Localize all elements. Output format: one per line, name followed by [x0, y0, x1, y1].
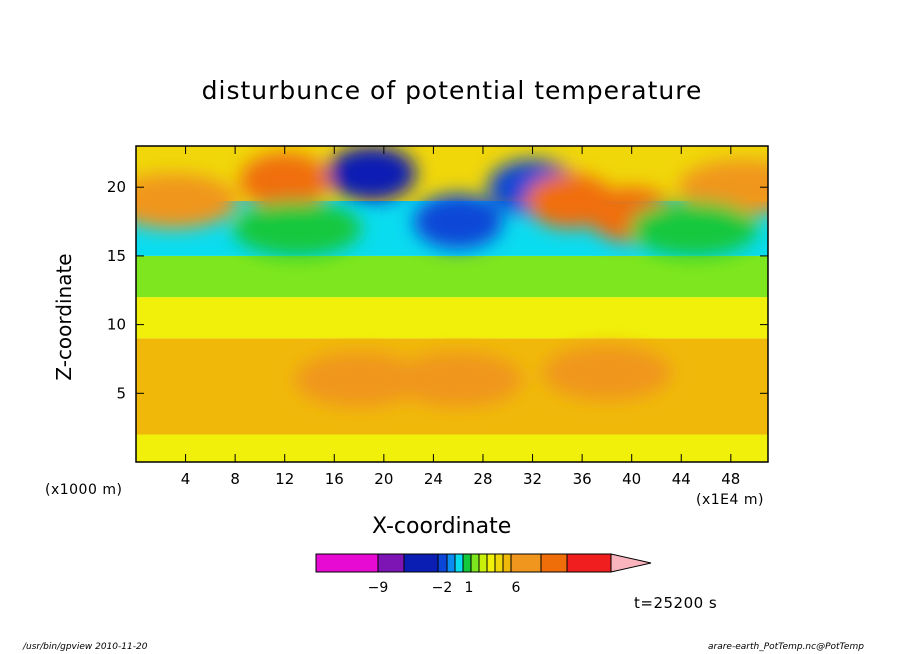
- colorbar-segment-4: [446, 553, 456, 573]
- y-tick-label-3: 20: [107, 178, 126, 196]
- field-feature-3: [326, 146, 417, 201]
- field-band-3: [136, 255, 768, 298]
- field-group: [136, 146, 768, 462]
- x-unit-right: (x1E4 m): [696, 492, 764, 508]
- colorbar-segment-7: [470, 553, 480, 573]
- colorbar-segment-10: [494, 553, 504, 573]
- x-tick-label-0: 4: [181, 470, 191, 488]
- colorbar-tick-label-1: −2: [432, 580, 453, 596]
- x-tick-label-3: 16: [325, 470, 344, 488]
- footer-right: arare-earth_PotTemp.nc@PotTemp: [708, 642, 864, 652]
- colorbar-tick-label-3: 6: [512, 580, 521, 596]
- x-tick-label-7: 32: [523, 470, 542, 488]
- colorbar-segment-1: [377, 553, 405, 573]
- field-feature-9: [678, 159, 768, 215]
- footer-left: /usr/bin/gpview 2010-11-20: [23, 642, 148, 652]
- colorbar-segment-6: [462, 553, 472, 573]
- colorbar-segment-12: [510, 553, 542, 573]
- colorbar-segment-14: [566, 553, 612, 573]
- field-feature-0: [294, 352, 424, 408]
- colorbar-arrow: [610, 553, 652, 573]
- x-tick-label-6: 28: [473, 470, 492, 488]
- time-label: t=25200 s: [634, 594, 718, 612]
- colorbar-segment-5: [454, 553, 464, 573]
- x-tick-label-8: 36: [573, 470, 592, 488]
- field-features: [136, 146, 768, 408]
- colorbar-segment-2: [403, 553, 439, 573]
- y-tick-label-2: 15: [107, 247, 126, 265]
- colorbar-segment-3: [437, 553, 448, 573]
- y-tick-label-0: 5: [116, 384, 126, 402]
- plot-area: [136, 146, 768, 462]
- colorbar: −9 −2 1 6: [315, 553, 652, 596]
- colorbar-segment-8: [478, 553, 488, 573]
- x-tick-label-11: 48: [721, 470, 740, 488]
- x-tick-label-5: 24: [424, 470, 443, 488]
- colorbar-segment-9: [486, 553, 496, 573]
- field-feature-10: [136, 173, 238, 229]
- field-band-0: [136, 434, 768, 462]
- x-tick-label-9: 40: [622, 470, 641, 488]
- field-feature-11: [232, 200, 362, 256]
- x-tick-label-2: 12: [275, 470, 294, 488]
- chart-title: disturbunce of potential temperature: [201, 76, 703, 105]
- colorbar-segment-11: [502, 553, 512, 573]
- x-tick-label-1: 8: [230, 470, 240, 488]
- colorbar-segment-13: [540, 553, 568, 573]
- y-tick-label-1: 10: [107, 316, 126, 334]
- colorbar-tick-label-2: 1: [465, 580, 474, 596]
- field-feature-4: [413, 194, 503, 250]
- field-feature-6: [240, 152, 330, 208]
- x-tick-label-4: 20: [374, 470, 393, 488]
- x-unit-left: (x1000 m): [45, 482, 123, 498]
- field-feature-12: [629, 200, 759, 256]
- field-band-2: [136, 297, 768, 339]
- x-axis-label: X-coordinate: [372, 514, 512, 539]
- field-feature-1: [393, 352, 523, 408]
- plot-frame: [135, 145, 769, 463]
- field-feature-2: [542, 345, 672, 401]
- colorbar-segment-0: [315, 553, 379, 573]
- x-tick-label-10: 44: [672, 470, 691, 488]
- field-band-5: [136, 146, 768, 201]
- colorbar-tick-label-0: −9: [368, 580, 389, 596]
